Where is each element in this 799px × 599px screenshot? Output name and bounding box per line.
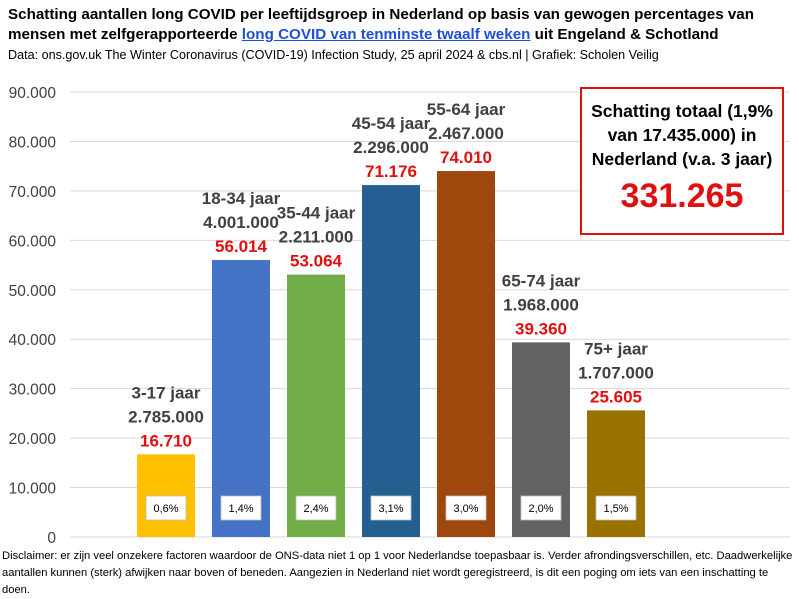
category-label: 18-34 jaar	[202, 189, 281, 208]
percentage-label: 2,4%	[303, 503, 328, 515]
population-label: 2.296.000	[353, 138, 429, 157]
y-tick-label: 90.000	[9, 85, 57, 102]
y-tick-label: 50.000	[9, 283, 57, 300]
source-line: Data: ons.gov.uk The Winter Coronavirus …	[8, 48, 659, 62]
value-label: 25.605	[590, 387, 642, 406]
y-tick-label: 0	[47, 530, 56, 547]
total-estimate-label: Schatting totaal (1,9% van 17.435.000) i…	[591, 101, 773, 169]
bars	[137, 171, 645, 538]
total-estimate-value: 331.265	[620, 177, 744, 215]
value-label: 39.360	[515, 319, 567, 338]
population-label: 2.467.000	[428, 124, 504, 143]
percentage-label: 0,6%	[153, 503, 178, 515]
value-label: 53.064	[290, 252, 343, 271]
y-axis-ticks: 0 10.000 20.000 30.000 40.000 50.000 60.000 70.…	[9, 85, 57, 547]
disclaimer-text: Disclaimer: er zijn veel onzekere factor…	[2, 550, 793, 596]
y-tick-label: 40.000	[9, 332, 57, 349]
bar	[287, 274, 345, 537]
percentage-label: 2,0%	[528, 503, 553, 515]
total-estimate-box: Schatting totaal (1,9% van 17.435.000) i…	[580, 87, 784, 235]
title-part2: uit Engeland & Schotland	[530, 26, 719, 43]
value-label: 56.014	[215, 237, 268, 256]
bar	[212, 260, 270, 537]
value-label: 74.010	[440, 148, 492, 167]
category-label: 55-64 jaar	[427, 100, 506, 119]
percentage-label: 1,5%	[603, 503, 628, 515]
value-label: 71.176	[365, 162, 417, 181]
population-label: 1.707.000	[578, 363, 654, 382]
percentage-box	[295, 495, 337, 521]
category-label: 45-54 jaar	[352, 114, 431, 133]
title-part1: Schatting aantallen long COVID per leeft…	[8, 6, 755, 43]
y-tick-label: 70.000	[9, 184, 57, 201]
population-label: 4.001.000	[203, 213, 279, 232]
percentage-box	[445, 495, 487, 521]
percentage-box	[520, 495, 562, 521]
chart-title: Schatting aantallen long COVID per leeft…	[8, 5, 793, 45]
percentage-label: 3,1%	[378, 503, 403, 515]
y-tick-label: 30.000	[9, 382, 57, 399]
population-label: 1.968.000	[503, 295, 579, 314]
percentage-box	[220, 495, 262, 521]
title-highlight: long COVID van tenminste twaalf weken	[241, 26, 531, 43]
category-label: 75+ jaar	[584, 339, 648, 358]
percentage-box	[370, 495, 412, 521]
percentage-label: 1,4%	[228, 503, 253, 515]
percentage-box	[145, 495, 187, 521]
y-tick-label: 10.000	[9, 481, 57, 498]
bar	[437, 171, 495, 538]
y-tick-label: 80.000	[9, 134, 57, 151]
bar-chart: 0 10.000 20.000 30.000 40.000 50.000 60.000 70.…	[9, 85, 790, 547]
y-tick-label: 60.000	[9, 233, 57, 250]
category-label: 35-44 jaar	[277, 204, 356, 223]
category-label: 3-17 jaar	[132, 383, 201, 402]
bar-labels: 0,6% 16.710 2.785.000 3-17 jaar 1,4% 56.014 4.…	[128, 100, 654, 521]
y-tick-label: 20.000	[9, 431, 57, 448]
population-label: 2.211.000	[279, 228, 354, 247]
category-label: 65-74 jaar	[502, 271, 581, 290]
percentage-box	[595, 495, 637, 521]
population-label: 2.785.000	[128, 407, 204, 426]
value-label: 16.710	[140, 431, 192, 450]
percentage-label: 3,0%	[453, 503, 478, 515]
bar	[362, 185, 420, 537]
